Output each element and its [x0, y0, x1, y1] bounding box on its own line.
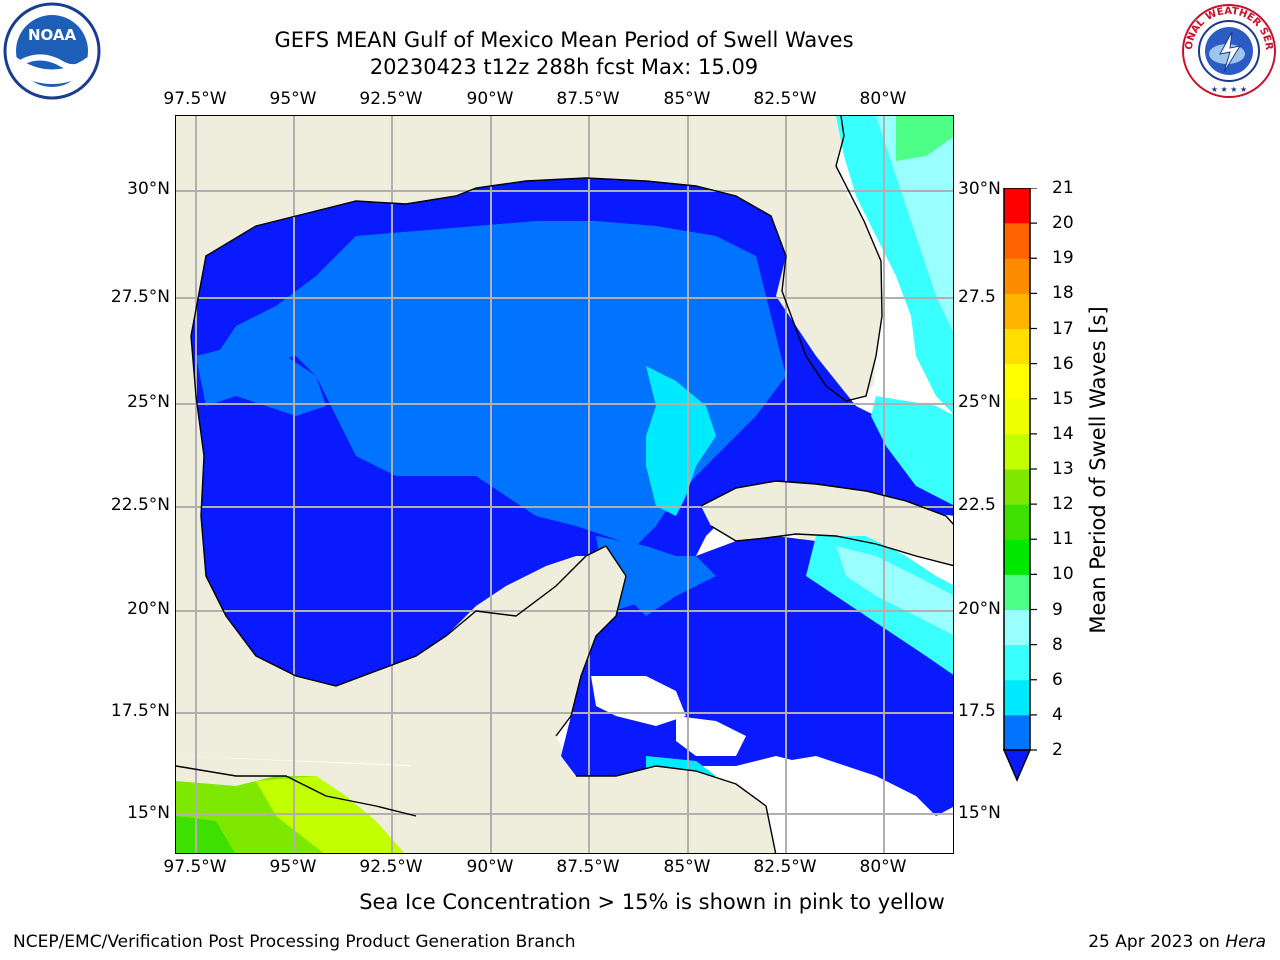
lon-label-top: 80°W: [859, 89, 907, 109]
swell-zone-caribbean-lightcyan: [836, 546, 953, 635]
swell-period-map: [176, 116, 953, 853]
lon-label-bottom: 85°W: [663, 857, 711, 877]
lat-label-left: 27.5°N: [110, 287, 170, 307]
colorbar-tick-label: 11: [1052, 529, 1074, 550]
colorbar-segment: [1004, 539, 1030, 575]
colorbar-tick-label: 20: [1052, 213, 1074, 234]
colorbar-segment: [1004, 258, 1030, 294]
no-data-patch: [756, 756, 953, 853]
lat-label-right: 25°N: [958, 392, 1001, 412]
footer-credit: NCEP/EMC/Verification Post Processing Pr…: [13, 932, 576, 952]
lon-label-top: 97.5°W: [163, 89, 227, 109]
colorbar-segment: [1004, 679, 1030, 716]
colorbar-segment: [1004, 469, 1030, 505]
colorbar-tick-label: 4: [1052, 704, 1063, 725]
sea-ice-note: Sea Ice Concentration > 15% is shown in …: [359, 890, 945, 914]
svg-text:★ ★ ★ ★: ★ ★ ★ ★: [1211, 85, 1247, 94]
colorbar-under-triangle: [1002, 749, 1032, 782]
lon-label-bottom: 80°W: [859, 857, 907, 877]
colorbar-tick-label: 19: [1052, 248, 1074, 269]
lon-label-bottom: 90°W: [466, 857, 514, 877]
lat-label-right: 30°N: [958, 179, 1001, 199]
colorbar-tick-label: 6: [1052, 669, 1063, 690]
lon-label-bottom: 92.5°W: [359, 857, 423, 877]
colorbar-segment: [1004, 398, 1030, 435]
no-data-patch: [676, 716, 746, 756]
colorbar-segment: [1004, 223, 1030, 259]
colorbar-tick-label: 10: [1052, 564, 1074, 585]
coastlines: [176, 116, 953, 853]
lon-label-top: 82.5°W: [753, 89, 817, 109]
colorbar-segment: [1004, 504, 1030, 540]
lon-label-bottom: 95°W: [269, 857, 317, 877]
colorbar-tick-label: 8: [1052, 634, 1063, 655]
colorbar-tick-label: 12: [1052, 494, 1074, 515]
colorbar-tick-label: 14: [1052, 423, 1074, 444]
footer-host: Hera: [1225, 932, 1266, 952]
colorbar-tick-label: 13: [1052, 459, 1074, 479]
colorbar-segment: [1004, 609, 1030, 646]
colorbar-title: Mean Period of Swell Waves [s]: [1086, 306, 1110, 634]
noaa-logo-text: NOAA: [28, 26, 77, 44]
lon-label-bottom: 87.5°W: [556, 857, 620, 877]
map-panel: [175, 115, 954, 854]
lat-label-left: 22.5°N: [110, 495, 170, 515]
lat-label-right: 15°N: [958, 803, 1001, 823]
lat-label-right: 17.5: [958, 701, 996, 721]
lat-label-left: 30°N: [127, 179, 170, 199]
colorbar-segment: [1004, 574, 1030, 610]
swell-zone-caribbean-cyan: [806, 536, 953, 675]
swell-zone-cyan: [871, 396, 953, 505]
lat-label-left: 25°N: [127, 392, 170, 412]
lon-label-top: 87.5°W: [556, 89, 620, 109]
lon-label-bottom: 97.5°W: [163, 857, 227, 877]
lon-label-top: 90°W: [466, 89, 514, 109]
colorbar-segment: [1004, 714, 1030, 751]
lon-label-top: 95°W: [269, 89, 317, 109]
colorbar-tick-label: 17: [1052, 318, 1074, 339]
lat-label-left: 20°N: [127, 599, 170, 619]
swell-zone-light-cyan: [876, 116, 953, 332]
swell-zone-mid-blue: [216, 221, 786, 546]
lat-label-right: 22.5: [958, 495, 996, 515]
graticule: [176, 116, 953, 853]
lat-label-right: 27.5: [958, 287, 996, 307]
chart-subtitle: 20230423 t12z 288h fcst Max: 15.09: [369, 55, 759, 79]
land-mexico-south: [176, 496, 476, 756]
footer-date-text: 25 Apr 2023 on: [1088, 932, 1226, 952]
colorbar-tick-label: 18: [1052, 283, 1074, 304]
sea-ice-bright-green: [176, 816, 235, 853]
colorbar-segment: [1004, 363, 1030, 400]
swell-zone-caribbean-mid: [616, 546, 716, 616]
swell-zone-green: [896, 116, 953, 161]
footer-date: 25 Apr 2023 on Hera: [1088, 932, 1266, 952]
colorbar-tick-label: 15: [1052, 388, 1074, 409]
lat-label-right: 20°N: [958, 599, 1001, 619]
colorbar-tick-label: 2: [1052, 740, 1063, 760]
colorbar-tick-label: 16: [1052, 353, 1074, 374]
lat-label-left: 17.5°N: [110, 701, 170, 721]
colorbar-segment: [1004, 328, 1030, 365]
colorbar-tick-label: 9: [1052, 599, 1063, 620]
noaa-logo: NOAA: [2, 2, 102, 100]
colorbar-segment: [1004, 188, 1030, 224]
colorbar-svg: [1002, 187, 1037, 782]
land-florida: [736, 116, 882, 401]
colorbar-tick-label: 21: [1052, 178, 1074, 198]
colorbar-segment: [1004, 644, 1030, 681]
land-cuba: [701, 481, 953, 566]
colorbar-segment: [1004, 293, 1030, 329]
colorbar: [1002, 187, 1041, 783]
lon-label-bottom: 82.5°W: [753, 857, 817, 877]
lon-label-top: 92.5°W: [359, 89, 423, 109]
nws-logo: NATIONAL WEATHER SERVICE ★ ★ ★ ★: [1176, 0, 1278, 100]
colorbar-segment: [1004, 433, 1030, 470]
chart-title: GEFS MEAN Gulf of Mexico Mean Period of …: [274, 28, 854, 52]
lon-label-top: 85°W: [663, 89, 711, 109]
lat-label-left: 15°N: [127, 803, 170, 823]
